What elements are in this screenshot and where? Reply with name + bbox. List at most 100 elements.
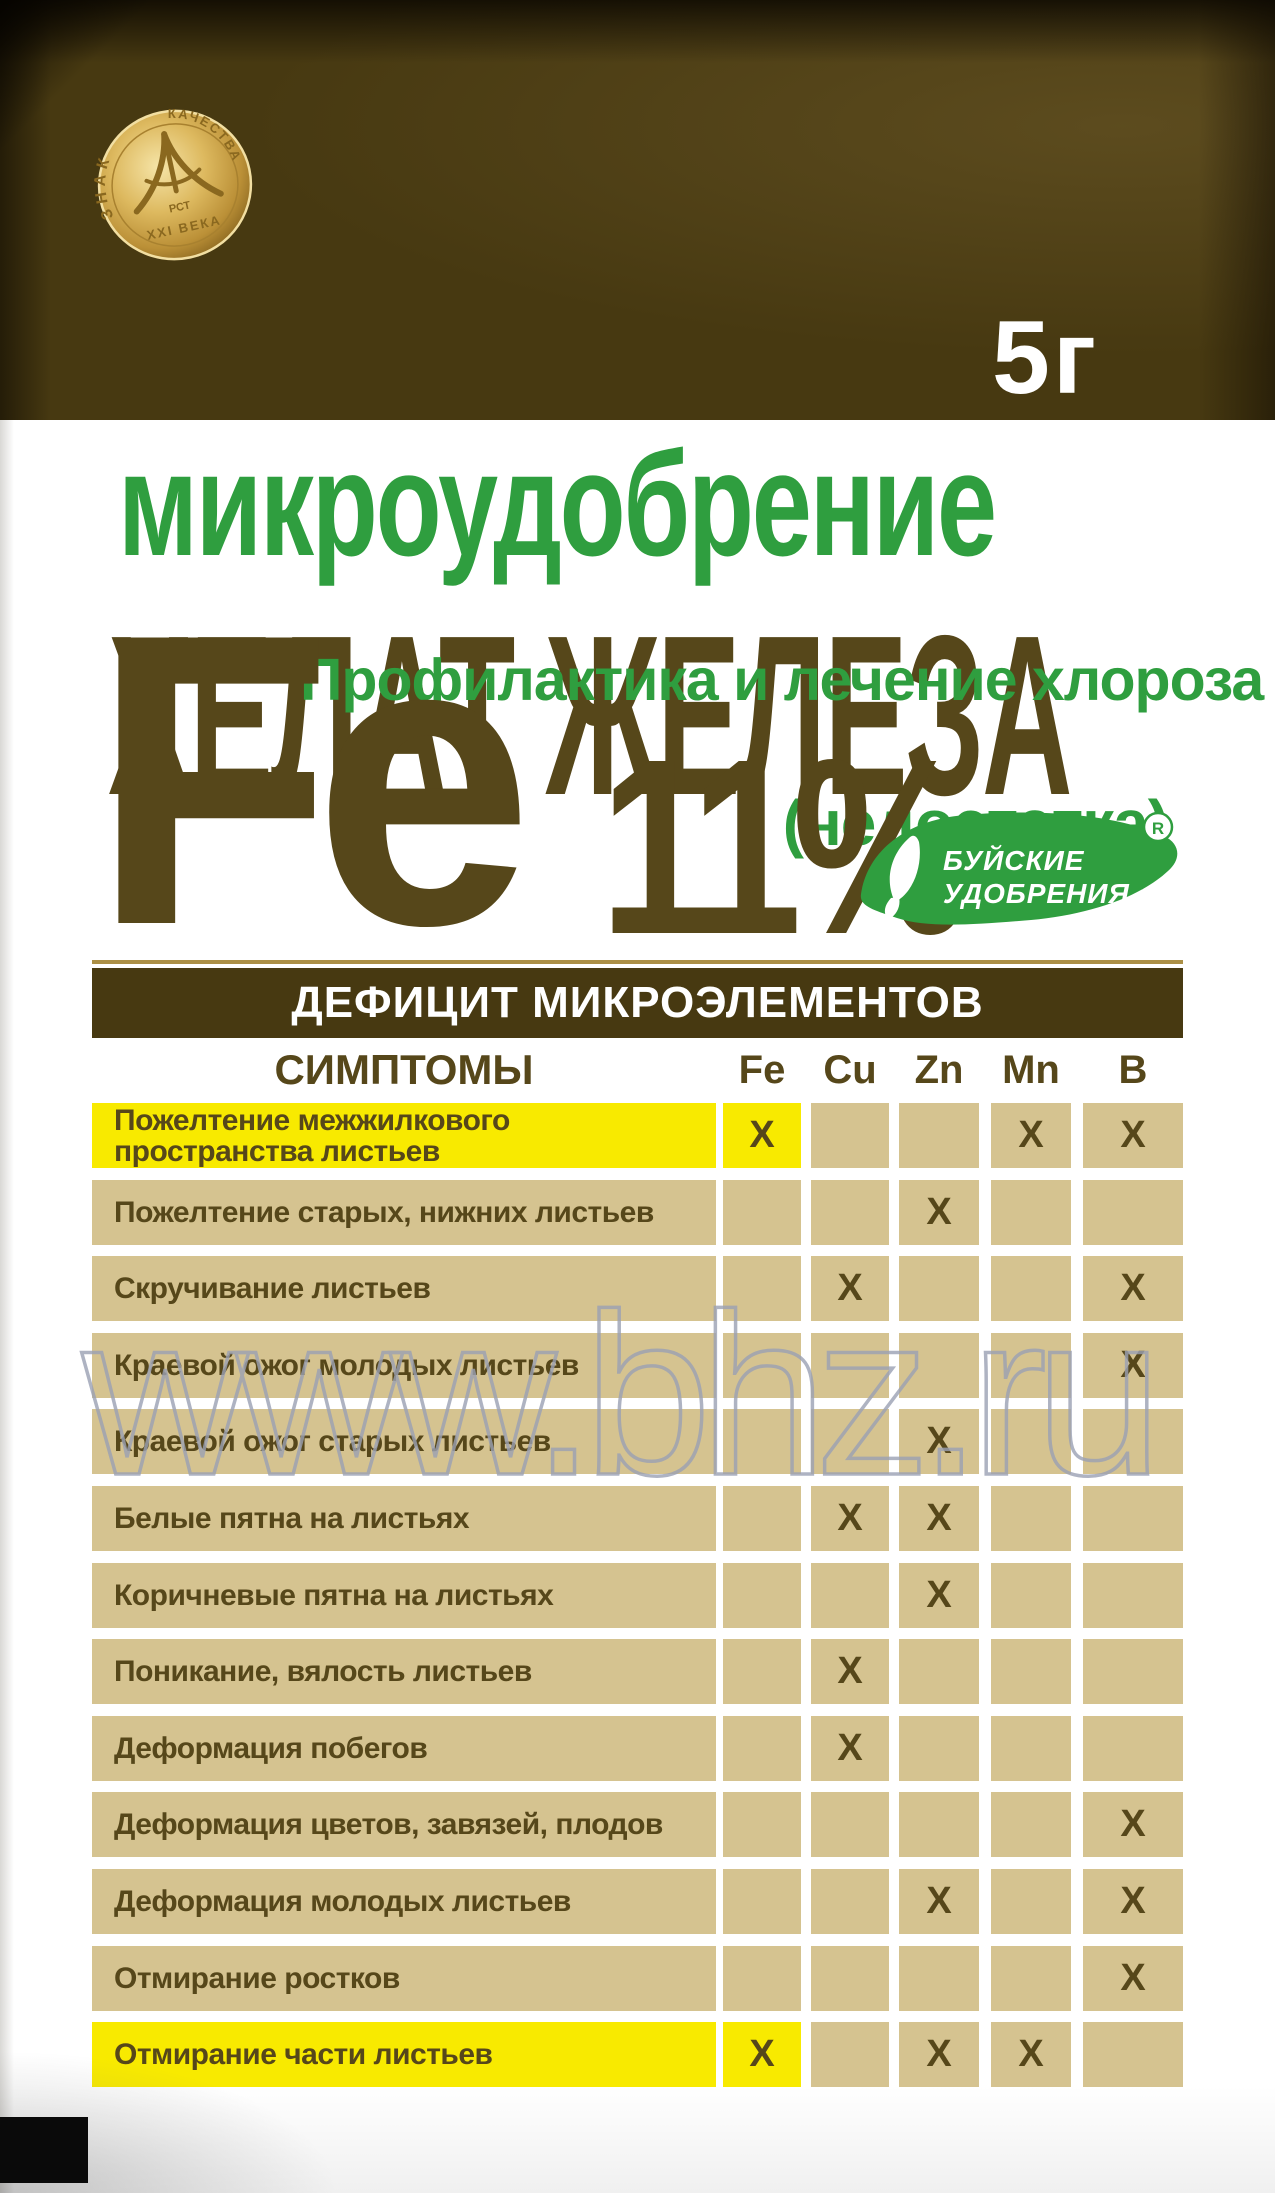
mark-cell-b <box>1083 1563 1183 1628</box>
registered-mark-icon <box>1142 811 1174 843</box>
mark-cell-zn: X <box>899 1486 979 1551</box>
mark-cell-fe: X <box>723 2022 801 2087</box>
mark-cell-cu <box>811 1409 889 1474</box>
table-row: Скручивание листьев X X <box>92 1256 1183 1321</box>
table-row: Деформация молодых листьев X X <box>92 1869 1183 1934</box>
mark-cell-b: X <box>1083 1256 1183 1321</box>
table-row: Деформация цветов, завязей, плодов X <box>92 1792 1183 1857</box>
table-row: Пожелтение межжилкового пространства лис… <box>92 1103 1183 1168</box>
symptom-cell: Скручивание листьев <box>92 1256 716 1321</box>
mark-cell-fe: X <box>723 1103 801 1168</box>
mark-cell-zn <box>899 1792 979 1857</box>
symptom-cell: Деформация молодых листьев <box>92 1869 716 1934</box>
net-weight: 5г <box>992 300 1100 416</box>
brand-name-line2: УДОБРЕНИЯ <box>943 878 1130 909</box>
mark-cell-mn <box>991 1333 1071 1398</box>
mark-cell-zn <box>899 1256 979 1321</box>
table-row: Отмирание ростков X <box>92 1946 1183 2011</box>
symptom-cell: Поникание, вялость листьев <box>92 1639 716 1704</box>
mark-cell-b: X <box>1083 1333 1183 1398</box>
mark-cell-cu <box>811 2022 889 2087</box>
leaf-icon-small <box>884 897 900 920</box>
mark-cell-fe <box>723 1256 801 1321</box>
mark-cell-cu <box>811 1103 889 1168</box>
mark-cell-mn <box>991 1409 1071 1474</box>
mark-cell-cu: X <box>811 1256 889 1321</box>
mark-cell-cu <box>811 1792 889 1857</box>
mark-cell-cu <box>811 1946 889 2011</box>
mark-cell-b <box>1083 2022 1183 2087</box>
mark-cell-zn <box>899 1639 979 1704</box>
column-header-mn: Mn <box>1002 1048 1060 1092</box>
mark-cell-b: X <box>1083 1792 1183 1857</box>
mark-cell-b <box>1083 1409 1183 1474</box>
symptom-cell: Отмирание части листьев <box>92 2022 716 2087</box>
symptom-cell: Краевой ожог молодых листьев <box>92 1333 716 1398</box>
mark-cell-fe <box>723 1333 801 1398</box>
medal-emblem <box>133 131 224 215</box>
mark-cell-b <box>1083 1716 1183 1781</box>
symptom-cell: Коричневые пятна на листьях <box>92 1563 716 1628</box>
mark-cell-zn <box>899 1946 979 2011</box>
subtitle-line-1: Профилактика и лечение хлороза <box>300 647 1264 713</box>
mark-cell-mn <box>991 1180 1071 1245</box>
section-title-bar: ДЕФИЦИТ МИКРОЭЛЕМЕНТОВ <box>92 968 1183 1038</box>
mark-cell-fe <box>723 1563 801 1628</box>
mark-cell-b: X <box>1083 1946 1183 2011</box>
mark-cell-cu: X <box>811 1716 889 1781</box>
brand-logo: БУЙСКИЕ УДОБРЕНИЯ R <box>860 811 1178 925</box>
mark-cell-fe <box>723 1946 801 2011</box>
mark-cell-mn: X <box>991 1103 1071 1168</box>
mark-cell-fe <box>723 1869 801 1934</box>
mark-cell-cu: X <box>811 1639 889 1704</box>
page-edge-shade <box>0 420 14 2193</box>
mark-cell-cu: X <box>811 1486 889 1551</box>
mark-cell-mn <box>991 1256 1071 1321</box>
table-header: СИМПТОМЫ Fe Cu Zn Mn B <box>92 1040 1183 1100</box>
quality-medal-icon: ЗНАК КАЧЕСТВА РСТ XXI ВЕКА <box>84 105 253 261</box>
mark-cell-zn: X <box>899 2022 979 2087</box>
mark-cell-mn <box>991 1716 1071 1781</box>
mark-cell-fe <box>723 1180 801 1245</box>
mark-cell-cu <box>811 1333 889 1398</box>
mark-cell-b <box>1083 1180 1183 1245</box>
leaf-icon <box>889 835 920 902</box>
column-header-zn: Zn <box>914 1048 964 1092</box>
symptom-cell: Краевой ожог старых листьев <box>92 1409 716 1474</box>
mark-cell-zn <box>899 1103 979 1168</box>
leaf-shape <box>860 812 1178 925</box>
column-header-b: B <box>1118 1048 1148 1092</box>
column-header-cu: Cu <box>823 1048 877 1092</box>
product-name-title: ХЕЛАТ ЖЕЛЕЗА <box>108 589 1073 843</box>
mark-cell-b: X <box>1083 1869 1183 1934</box>
mark-cell-fe <box>723 1486 801 1551</box>
mark-cell-mn: X <box>991 2022 1071 2087</box>
package-header: ЗНАК КАЧЕСТВА РСТ XXI ВЕКА 5г <box>0 0 1275 420</box>
column-header-fe: Fe <box>738 1048 786 1092</box>
symptoms-column-header: СИМПТОМЫ <box>274 1046 534 1093</box>
print-mark <box>0 2117 88 2183</box>
symptom-cell: Белые пятна на листьях <box>92 1486 716 1551</box>
mark-cell-fe <box>723 1716 801 1781</box>
mark-cell-zn: X <box>899 1869 979 1934</box>
mark-cell-mn <box>991 1486 1071 1551</box>
mark-cell-mn <box>991 1869 1071 1934</box>
mark-cell-zn: X <box>899 1180 979 1245</box>
symptom-cell: Деформация цветов, завязей, плодов <box>92 1792 716 1857</box>
mark-cell-mn <box>991 1563 1071 1628</box>
separator-line <box>92 960 1183 964</box>
table-row: Белые пятна на листьях X X <box>92 1486 1183 1551</box>
table-row: Поникание, вялость листьев X <box>92 1639 1183 1704</box>
symptom-cell: Отмирание ростков <box>92 1946 716 2011</box>
mark-cell-fe <box>723 1792 801 1857</box>
mark-cell-zn <box>899 1333 979 1398</box>
mark-cell-zn: X <box>899 1409 979 1474</box>
symptom-cell: Деформация побегов <box>92 1716 716 1781</box>
mark-cell-mn <box>991 1792 1071 1857</box>
element-symbol: Fe <box>92 547 533 1011</box>
table-row: Пожелтение старых, нижних листьев X <box>92 1180 1183 1245</box>
symptom-cell: Пожелтение межжилкового пространства лис… <box>92 1103 716 1168</box>
brand-name-line1: БУЙСКИЕ <box>943 844 1085 876</box>
